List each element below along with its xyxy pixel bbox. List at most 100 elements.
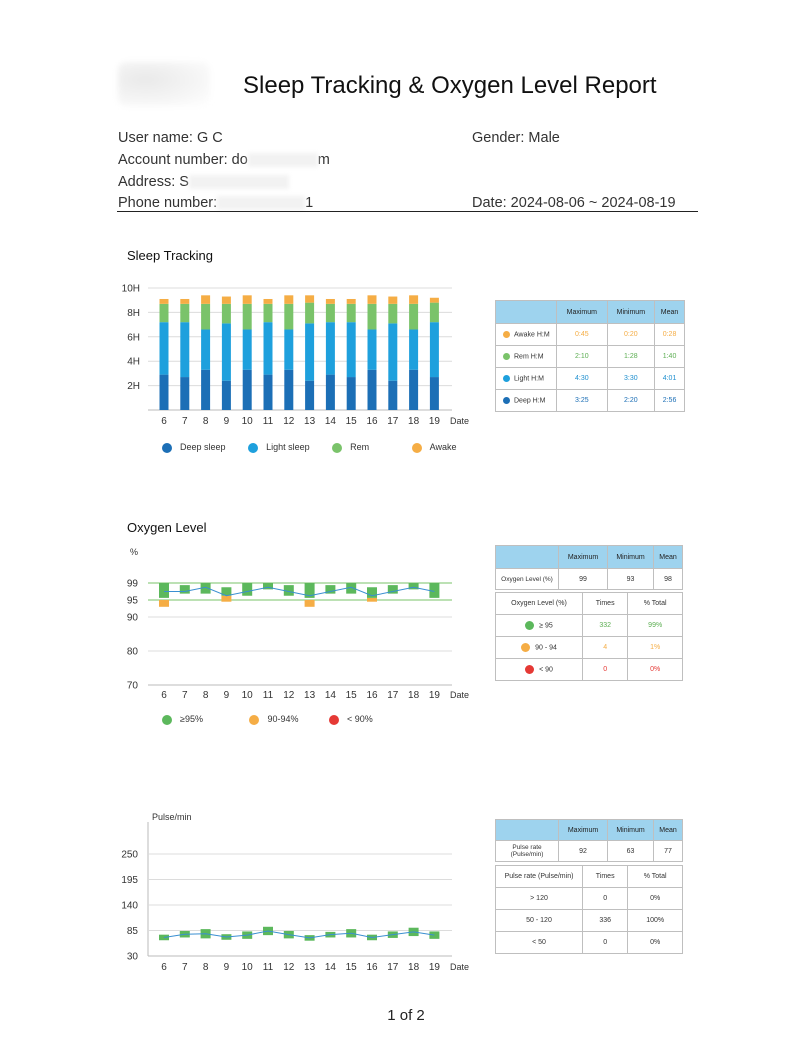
x-axis-label: Date (450, 962, 469, 972)
table-row: > 120 0 0% (495, 887, 683, 910)
bar-light-sleep (388, 323, 398, 381)
bar-deep-sleep (180, 377, 190, 410)
row-label: Light H:M (495, 367, 557, 390)
y-tick-label: 10H (122, 284, 140, 295)
bar-awake (284, 295, 294, 304)
pulse-summary-table: Maximum Minimum Mean Pulse rate (Pulse/m… (495, 819, 683, 862)
row-label-text: Rem H:M (514, 353, 544, 361)
cell-times: 0 (581, 658, 629, 681)
redacted-text (217, 196, 306, 211)
cell-min: 0:20 (606, 323, 656, 346)
x-tick-label: 11 (263, 962, 274, 973)
x-tick-label: 18 (408, 962, 420, 973)
table-row: Light H:M 4:30 3:30 4:01 (495, 367, 685, 390)
col-header-minimum: Minimum (607, 545, 655, 569)
cell-min: 93 (607, 568, 655, 590)
cell-times: 336 (581, 909, 629, 932)
cell-mean: 4:01 (654, 367, 685, 390)
bar-light-sleep (325, 322, 335, 375)
x-tick-label: 14 (325, 416, 337, 427)
x-tick-label: 15 (346, 690, 358, 701)
row-label-text: Deep H:M (514, 397, 546, 405)
gender: Gender: Male (472, 130, 560, 146)
cell-pct: 99% (627, 614, 683, 637)
bar-rem (429, 302, 439, 323)
row-label: Pulse rate (Pulse/min) (495, 840, 559, 862)
x-tick-label: 9 (224, 416, 230, 427)
row-label: > 120 (495, 887, 583, 910)
x-tick-label: 9 (224, 690, 230, 701)
deep-dot-icon (503, 396, 510, 404)
oxygen-legend: ≥95% 90-94% < 90% (162, 714, 373, 725)
light-dot-icon (503, 374, 510, 382)
oxygen-green-box (346, 583, 357, 594)
oxygen-line (164, 586, 435, 597)
light-sleep-dot-icon (248, 442, 259, 453)
cell-max: 99 (557, 568, 609, 590)
bar-awake (388, 296, 398, 304)
col-header-maximum: Maximum (557, 545, 609, 569)
cell-max: 0:45 (556, 323, 608, 346)
x-tick-label: 13 (304, 690, 316, 701)
bar-deep-sleep (284, 369, 294, 410)
oxygen-green-box (429, 583, 440, 598)
legend-light-sleep: Light sleep (266, 442, 310, 453)
row-label: 90 - 94 (495, 636, 583, 659)
col-header-minimum: Minimum (607, 819, 655, 841)
x-tick-label: 19 (429, 416, 441, 427)
bar-light-sleep (242, 329, 252, 370)
bar-rem (409, 303, 419, 330)
cell-pct: 0% (627, 931, 683, 954)
table-corner (495, 300, 557, 324)
cell-mean: 2:56 (654, 389, 685, 412)
x-tick-label: 9 (224, 962, 230, 973)
account-number-tail: m (317, 152, 330, 168)
x-tick-label: 16 (366, 690, 378, 701)
y-tick-label: 30 (127, 952, 139, 963)
header-divider (117, 211, 698, 212)
row-label: < 50 (495, 931, 583, 954)
table-row: ≥ 95 332 99% (495, 614, 683, 637)
phone-number-tail: 1 (305, 195, 314, 211)
x-tick-label: 16 (366, 416, 378, 427)
table-row: 50 - 120 336 100% (495, 909, 683, 932)
bar-rem (367, 303, 377, 330)
pulse-line (163, 930, 435, 939)
cell-times: 332 (581, 614, 629, 637)
page-number: 1 of 2 (387, 1007, 425, 1024)
table-row: Pulse rate (Pulse/min) 92 63 77 (495, 840, 683, 862)
rem-dot-icon (332, 442, 343, 453)
x-tick-label: 15 (346, 416, 358, 427)
cell-min: 2:20 (606, 389, 656, 412)
bar-deep-sleep (221, 380, 231, 410)
bar-light-sleep (263, 322, 273, 375)
oxygen-green-box (159, 583, 169, 598)
col-header-times: Times (581, 865, 629, 888)
oxygen-green-box (304, 583, 315, 598)
redacted-text (247, 153, 318, 168)
col-header-mean: Mean (654, 300, 685, 324)
cell-pct: 0% (627, 887, 683, 910)
oxygen-summary-table: Maximum Minimum Mean Oxygen Level (%) 99… (495, 545, 683, 590)
user-name-value: User name: G C (118, 130, 223, 146)
y-tick-label: 70 (127, 681, 139, 692)
cell-mean: 77 (653, 840, 683, 862)
x-tick-label: 7 (182, 416, 188, 427)
row-label: ≥ 95 (495, 614, 583, 637)
x-tick-label: 11 (263, 416, 274, 427)
x-tick-label: 10 (242, 962, 254, 973)
orange-dot-icon (249, 714, 260, 725)
y-tick-label: 6H (127, 332, 140, 343)
bar-deep-sleep (201, 369, 211, 410)
pulse-chart: Pulse/min 30 85 140 195 250 6 7 8 9 10 11 12 13 14 15 16… (121, 812, 469, 973)
oxygen-green-box (221, 587, 232, 596)
row-label-text: Light H:M (514, 375, 544, 383)
phone-number: Phone number: 1 (118, 195, 313, 211)
cell-min: 3:30 (606, 367, 656, 390)
pulse-distribution-table: Pulse rate (Pulse/min) Times % Total > 1… (495, 865, 683, 954)
y-tick-label: 90 (127, 613, 139, 624)
x-tick-label: 16 (366, 962, 378, 973)
bar-light-sleep (367, 329, 377, 370)
oxygen-green-box (283, 585, 294, 596)
x-axis-label: Date (450, 690, 469, 700)
